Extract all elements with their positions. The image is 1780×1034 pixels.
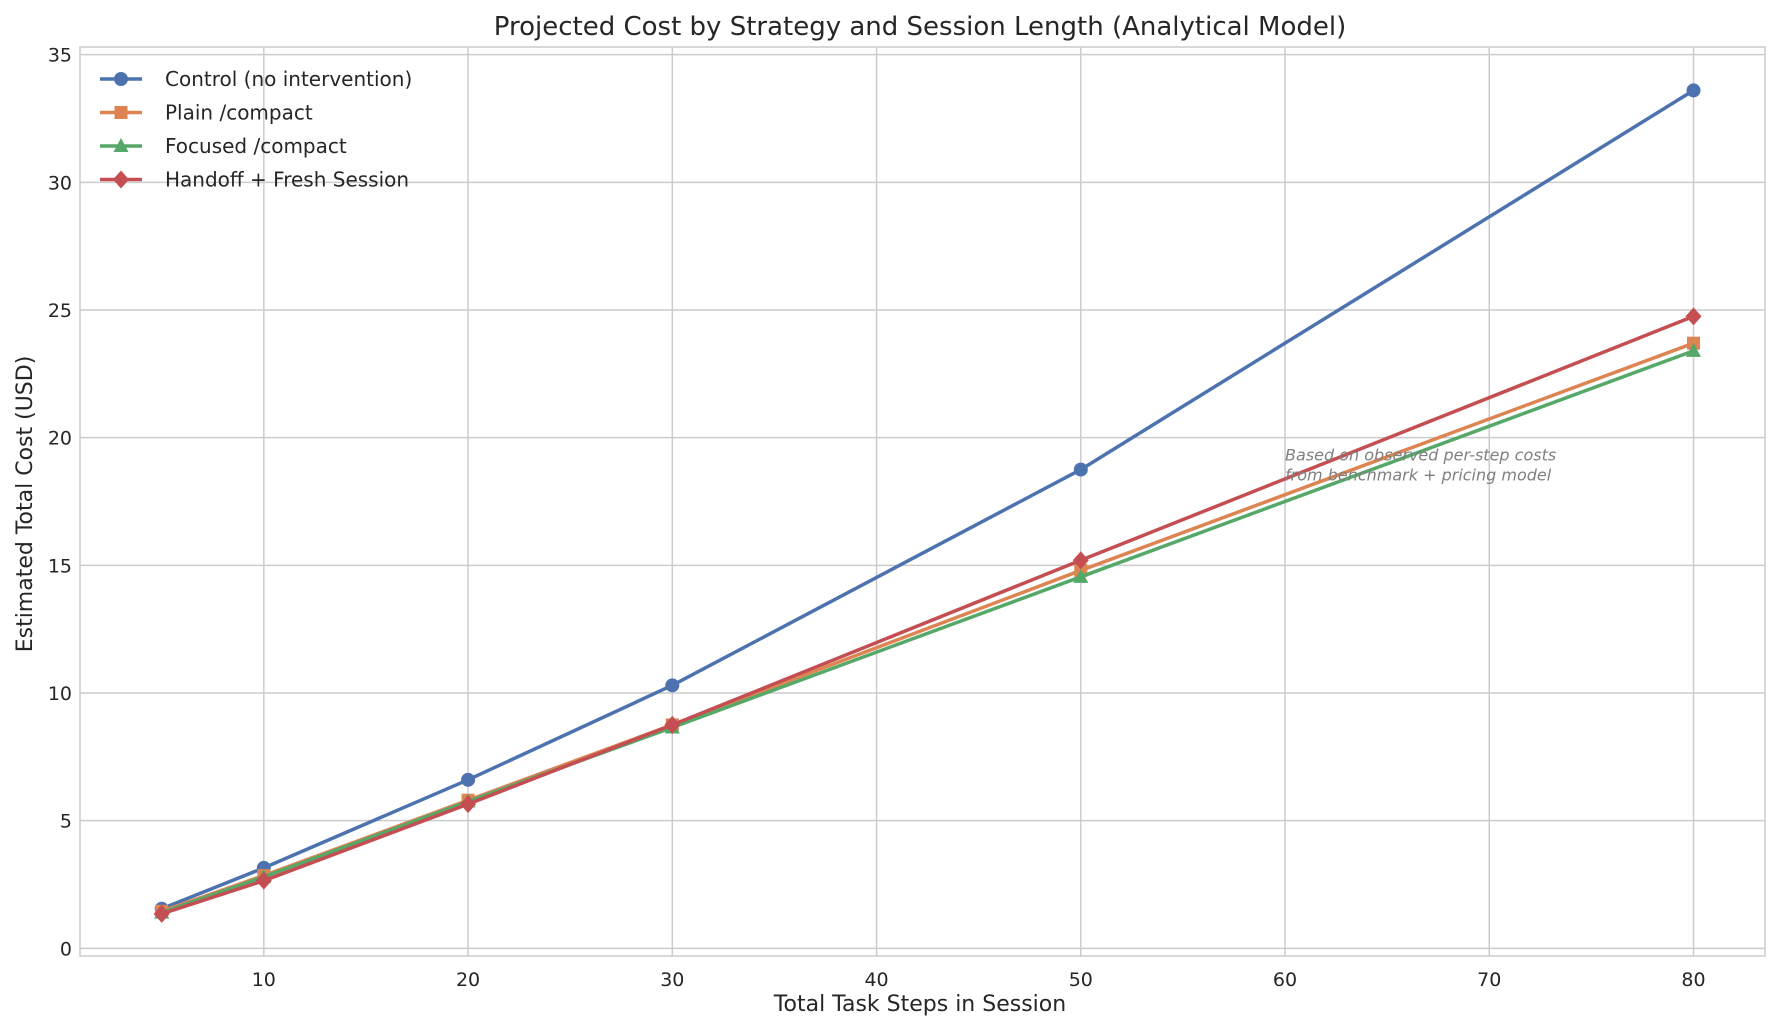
x-axis-label: Total Task Steps in Session [773,992,1066,1017]
annotation-text: from benchmark + pricing model [1285,466,1552,485]
data-point [153,904,170,923]
data-point [1073,462,1088,477]
data-point [1686,342,1702,357]
y-tick-label: 15 [48,555,72,577]
data-point [1073,568,1089,583]
y-tick-label: 30 [48,172,72,194]
chart-title: Projected Cost by Strategy and Session L… [494,12,1347,42]
tick-labels: 10 20 30 40 50 60 70 80 0 5 10 15 20 25 30 35 [48,45,1706,991]
annotation-text: Based on observed per-step costs [1285,446,1556,465]
x-tick-label: 30 [660,969,684,991]
x-tick-label: 40 [864,969,888,991]
legend-marker [114,72,128,86]
data-point [664,715,681,734]
x-tick-label: 80 [1681,969,1705,991]
y-tick-label: 20 [48,428,72,450]
x-tick-label: 60 [1273,969,1297,991]
legend-label: Focused /compact [165,134,347,158]
y-tick-label: 10 [48,683,72,705]
plot-frame [79,46,1766,957]
y-tick-label: 25 [48,300,72,322]
legend: Control (no intervention) Plain /compact F… [100,67,412,192]
data-point [1685,307,1702,326]
data-point [255,871,272,890]
x-tick-label: 50 [1069,969,1093,991]
series-line [159,88,1696,911]
series-line [159,314,1696,916]
legend-label: Handoff + Fresh Session [165,168,409,192]
series-line [159,349,1696,915]
x-tick-label: 70 [1477,969,1501,991]
y-tick-label: 0 [60,938,72,960]
y-tick-label: 35 [48,45,72,67]
data-point [461,772,476,787]
series-2 [154,342,1702,919]
legend-marker [113,138,129,152]
legend-marker [113,170,129,189]
y-tick-label: 5 [60,811,72,833]
data-point [665,678,680,693]
legend-entry: Handoff + Fresh Session [100,168,409,192]
series-0 [154,83,1701,916]
data-point [1686,83,1701,98]
legend-label: Control (no intervention) [165,67,412,91]
series-3 [153,307,1702,923]
legend-marker [114,106,128,119]
series-layer [153,83,1702,923]
x-tick-label: 10 [252,969,276,991]
legend-entry: Control (no intervention) [100,67,412,91]
series-line [159,341,1696,914]
data-point [1072,551,1089,570]
data-point [460,795,477,814]
y-axis-label: Estimated Total Cost (USD) [13,356,38,653]
legend-entry: Plain /compact [100,101,313,125]
legend-entry: Focused /compact [100,134,347,158]
legend-label: Plain /compact [165,101,313,125]
plot-border [79,46,1766,957]
x-tick-label: 20 [456,969,480,991]
